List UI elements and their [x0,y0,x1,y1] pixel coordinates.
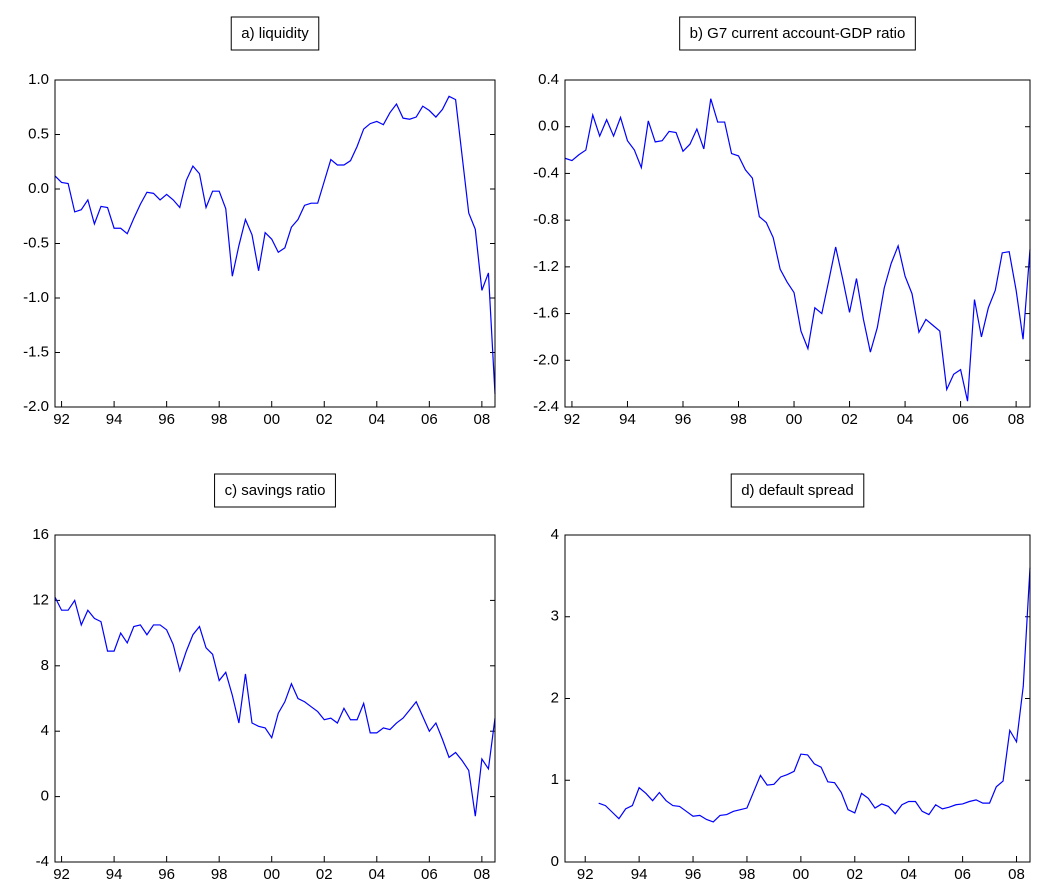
x-tick-label: 96 [158,411,175,428]
y-tick-label: -0.8 [533,211,559,228]
x-tick-label: 08 [1008,866,1025,883]
y-tick-label: -2.0 [23,398,49,415]
x-tick-label: 04 [368,866,385,883]
chart-title: b) G7 current account-GDP ratio [690,25,906,42]
x-tick-label: 06 [954,866,971,883]
x-tick-label: 04 [368,411,385,428]
x-tick-label: 00 [263,866,280,883]
x-tick-label: 92 [564,411,581,428]
y-tick-label: 0 [551,853,559,870]
y-tick-label: 1 [551,771,559,788]
x-tick-label: 94 [106,411,123,428]
y-tick-label: -0.4 [533,164,559,181]
x-tick-label: 98 [211,866,228,883]
y-tick-label: -2.4 [533,398,559,415]
x-tick-label: 96 [685,866,702,883]
x-tick-label: 98 [730,411,747,428]
x-tick-label: 04 [897,411,914,428]
x-tick-label: 06 [421,866,438,883]
x-tick-label: 00 [793,866,810,883]
y-tick-label: 16 [32,526,49,543]
plot-frame [54,79,496,408]
title-box [679,16,916,51]
x-tick-label: 00 [263,411,280,428]
y-tick-label: -0.5 [23,234,49,251]
y-tick-label: -1.6 [533,305,559,322]
data-line [598,567,1031,823]
x-tick-label: 00 [786,411,803,428]
x-tick-label: 96 [675,411,692,428]
x-tick-label: 92 [53,411,70,428]
data-line [54,596,496,817]
chart-title: a) liquidity [241,25,309,42]
y-tick-label: 2 [551,689,559,706]
chart-title: c) savings ratio [225,482,326,499]
title-box [214,473,336,508]
data-line [564,98,1031,402]
x-tick-label: 08 [474,866,491,883]
x-tick-label: 92 [53,866,70,883]
x-tick-label: 06 [952,411,969,428]
x-tick-label: 94 [106,866,123,883]
x-tick-label: 02 [841,411,858,428]
chart-title: d) default spread [741,482,854,499]
y-tick-label: 0.0 [538,118,559,135]
title-box [230,16,320,51]
x-tick-label: 08 [1008,411,1025,428]
y-tick-label: -2.0 [533,351,559,368]
x-tick-label: 02 [846,866,863,883]
title-box [730,473,865,508]
data-line [54,95,496,394]
x-tick-label: 98 [211,411,228,428]
x-tick-label: 04 [900,866,917,883]
y-tick-label: 1.0 [28,71,49,88]
y-tick-label: 0.5 [28,125,49,142]
y-tick-label: 3 [551,608,559,625]
y-tick-label: -1.5 [23,343,49,360]
y-tick-label: -4 [36,853,49,870]
x-tick-label: 06 [421,411,438,428]
x-tick-label: 96 [158,866,175,883]
x-tick-label: 98 [739,866,756,883]
plot-frame [54,534,496,863]
y-tick-label: 0 [41,788,49,805]
x-tick-label: 92 [577,866,594,883]
x-tick-label: 94 [619,411,636,428]
y-tick-label: -1.0 [23,289,49,306]
y-tick-label: 4 [551,526,559,543]
x-tick-label: 08 [474,411,491,428]
x-tick-label: 02 [316,411,333,428]
y-tick-label: 8 [41,657,49,674]
y-tick-label: 12 [32,591,49,608]
plot-frame [564,534,1031,863]
y-tick-label: 0.4 [538,71,559,88]
x-tick-label: 94 [631,866,648,883]
y-tick-label: 0.0 [28,180,49,197]
plot-frame [564,79,1031,408]
y-tick-label: -1.2 [533,258,559,275]
y-tick-label: 4 [41,722,49,739]
x-tick-label: 02 [316,866,333,883]
